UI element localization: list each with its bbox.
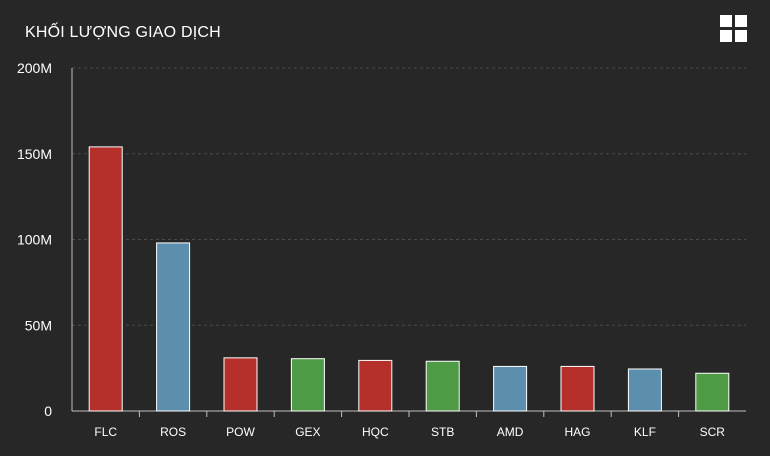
bar-hqc — [359, 360, 392, 411]
x-tick-label: FLC — [94, 425, 117, 439]
bar-klf — [628, 369, 661, 411]
y-tick-label: 0 — [44, 403, 52, 419]
y-tick-label: 50M — [25, 317, 52, 333]
x-tick-label: STB — [431, 425, 454, 439]
x-tick-label: HAG — [564, 425, 590, 439]
bar-amd — [494, 366, 527, 411]
x-tick-label: AMD — [497, 425, 524, 439]
bar-pow — [224, 358, 257, 411]
y-tick-label: 200M — [17, 60, 52, 76]
x-tick-label: SCR — [700, 425, 726, 439]
x-tick-label: POW — [226, 425, 255, 439]
bar-gex — [291, 359, 324, 411]
bar-hag — [561, 366, 594, 411]
x-tick-label: KLF — [634, 425, 656, 439]
bar-stb — [426, 361, 459, 411]
bar-flc — [89, 147, 122, 411]
x-tick-label: HQC — [362, 425, 389, 439]
x-tick-label: GEX — [295, 425, 320, 439]
y-tick-label: 150M — [17, 146, 52, 162]
bar-ros — [157, 243, 190, 411]
y-tick-label: 100M — [17, 232, 52, 248]
x-tick-label: ROS — [160, 425, 186, 439]
bar-scr — [696, 373, 729, 411]
